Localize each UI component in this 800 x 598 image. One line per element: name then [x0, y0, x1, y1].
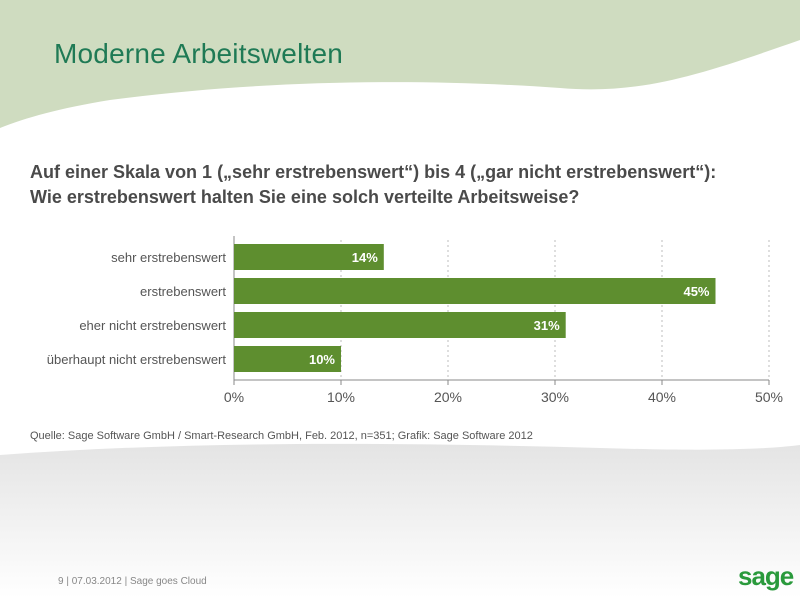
bar	[234, 312, 566, 338]
x-tick-label: 40%	[648, 389, 676, 405]
footer-separator: |	[124, 576, 130, 587]
bar-value-label: 31%	[534, 318, 560, 333]
category-label: erstrebenswert	[140, 284, 226, 299]
bar-chart: 0% 10% 20% 30% 40% 50% sehr erstrebenswert 14% e…	[47, 236, 783, 405]
top-wave	[0, 0, 800, 128]
source-note: Quelle: Sage Software GmbH / Smart-Resea…	[30, 430, 533, 442]
x-tick-label: 10%	[327, 389, 355, 405]
question-line-2: Wie erstrebenswert halten Sie eine solch…	[30, 187, 580, 207]
footer-separator: |	[66, 576, 72, 587]
survey-question: Auf einer Skala von 1 („sehr erstrebensw…	[30, 160, 790, 210]
footer: 9 | 07.03.2012 | Sage goes Cloud	[58, 576, 207, 587]
bar	[234, 244, 384, 270]
footer-date: 07.03.2012	[71, 576, 122, 587]
sage-logo: sage	[738, 561, 794, 591]
x-tick-label: 50%	[755, 389, 783, 405]
bar-value-label: 14%	[352, 250, 378, 265]
bar	[234, 346, 341, 372]
bottom-wave	[0, 443, 800, 598]
category-label: überhaupt nicht erstrebenswert	[47, 352, 227, 367]
category-label: sehr erstrebenswert	[111, 250, 226, 265]
footer-topic: Sage goes Cloud	[129, 576, 207, 587]
page-title: Moderne Arbeitswelten	[54, 38, 344, 69]
x-tick-label: 30%	[541, 389, 569, 405]
bar	[234, 278, 716, 304]
bar-value-label: 45%	[683, 284, 709, 299]
x-tick-label: 0%	[224, 389, 244, 405]
footer-page-number: 9	[58, 576, 64, 587]
x-tick-label: 20%	[434, 389, 462, 405]
question-line-1: Auf einer Skala von 1 („sehr erstrebensw…	[30, 162, 717, 182]
bar-value-label: 10%	[309, 352, 335, 367]
category-label: eher nicht erstrebenswert	[79, 318, 226, 333]
